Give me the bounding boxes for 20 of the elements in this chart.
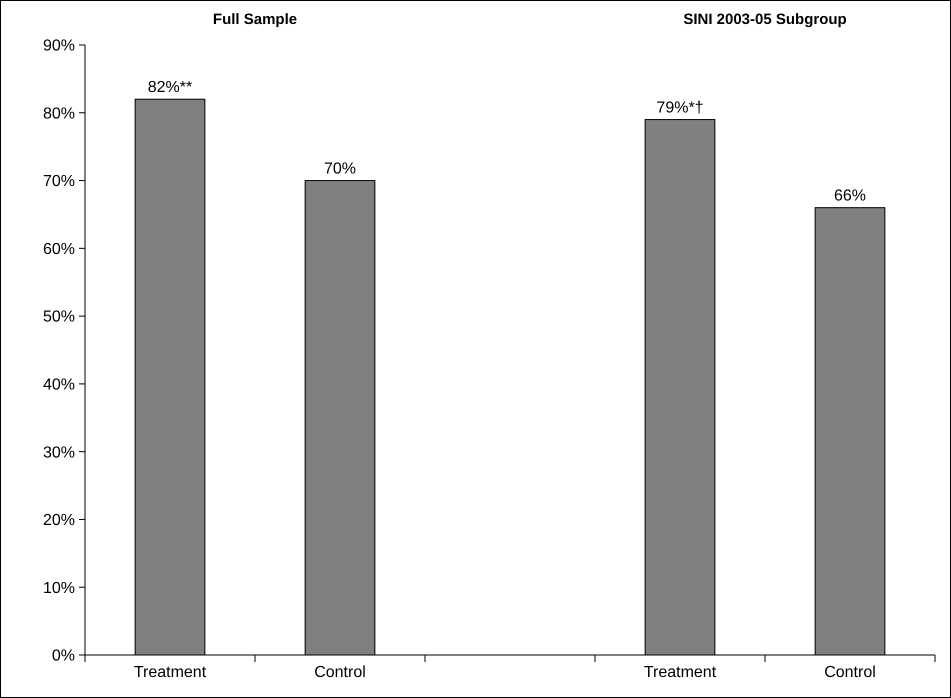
y-tick-label: 20% xyxy=(42,512,75,530)
y-tick-label: 90% xyxy=(42,38,75,55)
x-tick-label: Treatment xyxy=(644,664,717,681)
x-tick-label: Control xyxy=(314,664,366,681)
y-tick-label: 40% xyxy=(42,376,75,394)
x-tick-label: Treatment xyxy=(134,664,207,681)
y-tick-label: 50% xyxy=(42,308,75,326)
data-label: 70% xyxy=(324,160,356,178)
text: SINI 2003-05 Subgroup xyxy=(683,11,847,28)
data-label: 79%*† xyxy=(656,100,704,117)
y-tick-label: 0% xyxy=(52,648,75,665)
data-label: 82%** xyxy=(148,79,192,96)
data-label: 66% xyxy=(834,188,866,205)
y-tick-label: 30% xyxy=(42,444,75,462)
y-tick-label: 10% xyxy=(42,580,75,597)
x-tick-label: Control xyxy=(824,664,876,681)
y-tick-label: 70% xyxy=(42,173,75,190)
text: Full Sample xyxy=(212,11,298,28)
y-tick-label: 60% xyxy=(42,240,75,258)
y-tick-label: 80% xyxy=(42,105,75,122)
